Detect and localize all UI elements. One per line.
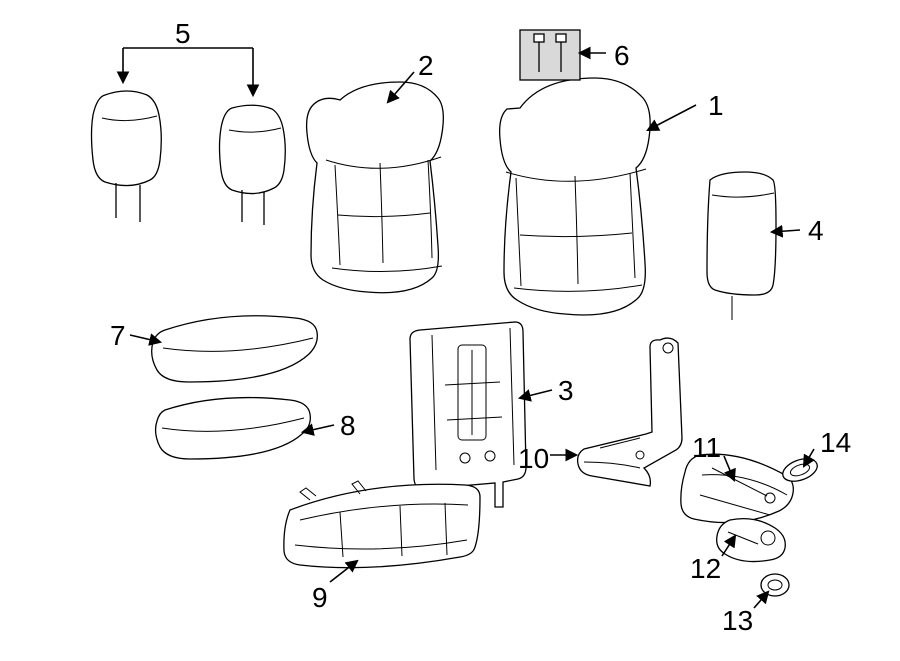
part-10-recliner [578, 338, 682, 486]
part-7-cushion-cover [152, 316, 318, 382]
callout-label-11: 11 [692, 432, 721, 464]
callout-label-9: 9 [312, 582, 328, 614]
part-3-seat-back-frame [410, 322, 526, 507]
callout-label-6: 6 [614, 40, 630, 72]
callout-label-14: 14 [820, 427, 851, 459]
callout-label-10: 10 [518, 443, 549, 475]
part-13-knob [761, 574, 789, 596]
callout-label-7: 7 [110, 320, 126, 352]
part-1-seat-back-pad [500, 78, 651, 315]
callout-arrow-13 [754, 592, 768, 608]
diagram-svg [0, 0, 900, 661]
callout-label-4: 4 [808, 215, 824, 247]
part-2-seat-back-cover [307, 82, 444, 293]
part-5-headrest-left [92, 91, 162, 222]
part-9-cushion-frame [284, 481, 480, 568]
part-6-guide-box [520, 30, 580, 80]
part-8-cushion-pad [156, 398, 311, 459]
callout-label-5: 5 [175, 18, 191, 50]
part-11-outer-shield [681, 454, 794, 522]
callout-arrow-1 [648, 105, 696, 130]
part-4-back-panel [707, 172, 776, 320]
callout-label-8: 8 [340, 410, 356, 442]
callout-label-2: 2 [418, 50, 434, 82]
callout-label-12: 12 [690, 553, 721, 585]
callout-label-13: 13 [722, 605, 753, 637]
part-5-headrest-right [220, 105, 286, 225]
callout-label-3: 3 [558, 375, 574, 407]
callout-5-bracket [123, 48, 253, 95]
callout-label-1: 1 [708, 90, 724, 122]
part-12-handle-cover [717, 519, 786, 562]
diagram-canvas: 1234567891011121314 [0, 0, 900, 661]
